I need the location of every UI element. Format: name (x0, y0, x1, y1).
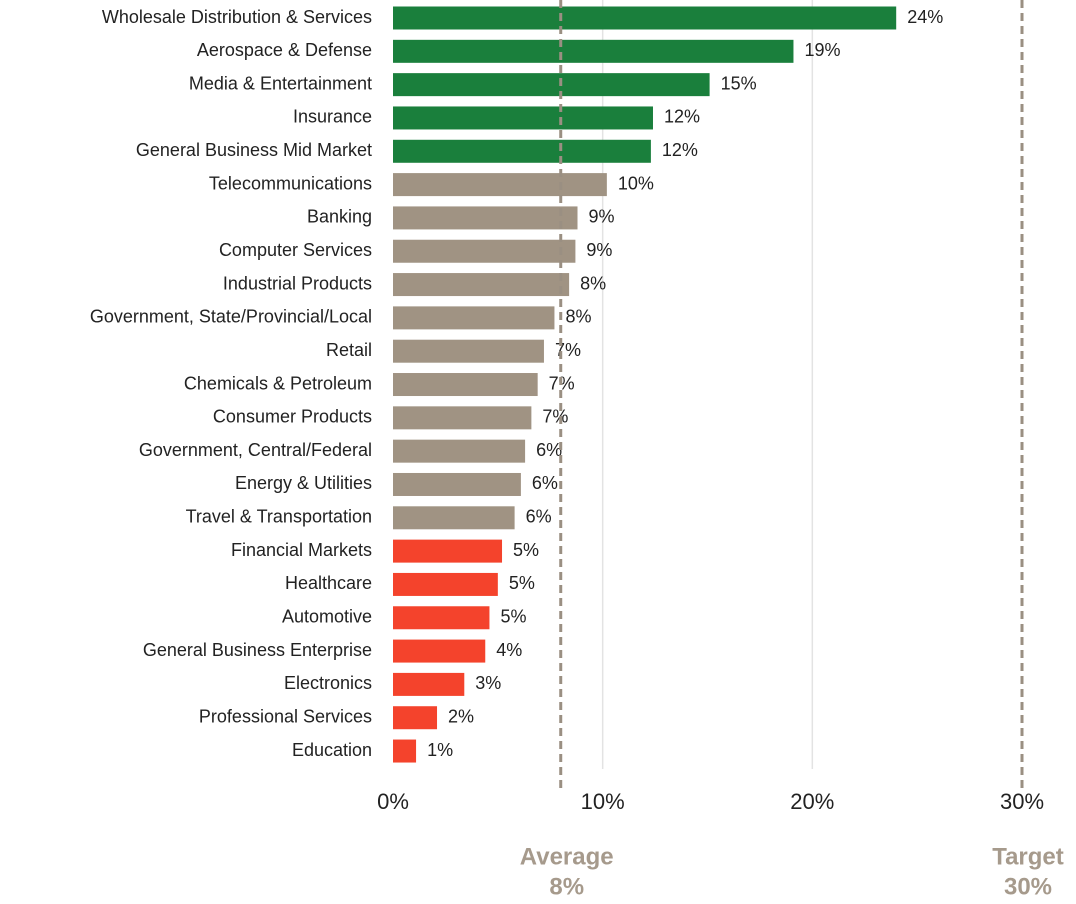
bar (393, 373, 538, 397)
category-label: General Business Enterprise (143, 640, 372, 660)
value-label: 12% (662, 140, 698, 160)
bar (393, 106, 653, 130)
value-label: 24% (907, 7, 943, 27)
category-label: Media & Entertainment (189, 73, 372, 93)
bar (393, 572, 498, 596)
category-label: Automotive (282, 607, 372, 627)
bar (393, 472, 521, 496)
x-tick-label: 0% (377, 789, 409, 814)
category-label: Aerospace & Defense (197, 40, 372, 60)
category-label: General Business Mid Market (136, 140, 372, 160)
bar (393, 6, 897, 30)
bar (393, 539, 503, 563)
bar (393, 339, 544, 363)
value-label: 6% (532, 473, 558, 493)
x-tick-label: 10% (581, 789, 625, 814)
x-tick-label: 30% (1000, 789, 1044, 814)
category-label: Retail (326, 340, 372, 360)
value-label: 6% (526, 507, 552, 527)
bar (393, 206, 578, 230)
bar (393, 173, 607, 197)
category-label: Government, State/Provincial/Local (90, 307, 372, 327)
value-label: 3% (475, 673, 501, 693)
category-label: Telecommunications (209, 173, 372, 193)
category-label: Industrial Products (223, 273, 372, 293)
category-label: Financial Markets (231, 540, 372, 560)
value-label: 4% (496, 640, 522, 660)
value-label: 8% (580, 273, 606, 293)
reference-label: Average (520, 843, 614, 870)
bar (393, 139, 651, 163)
category-label: Travel & Transportation (186, 507, 372, 527)
bar (393, 706, 438, 730)
bar (393, 739, 417, 763)
category-label: Consumer Products (213, 407, 372, 427)
category-label: Healthcare (285, 573, 372, 593)
value-label: 6% (536, 440, 562, 460)
bar (393, 39, 794, 63)
bar (393, 439, 526, 463)
bar (393, 639, 486, 663)
x-tick-label: 20% (790, 789, 834, 814)
value-label: 1% (427, 740, 453, 760)
category-label: Professional Services (199, 706, 372, 726)
value-label: 10% (618, 173, 654, 193)
bar (393, 506, 515, 530)
value-label: 12% (664, 107, 700, 127)
bar (393, 406, 532, 430)
bar (393, 306, 555, 330)
value-label: 5% (509, 573, 535, 593)
value-label: 19% (804, 40, 840, 60)
bar (393, 239, 576, 263)
bar (393, 672, 465, 696)
value-label: 15% (721, 73, 757, 93)
category-label: Chemicals & Petroleum (184, 373, 372, 393)
value-label: 2% (448, 706, 474, 726)
bar (393, 606, 490, 630)
reference-value: 30% (1004, 873, 1052, 900)
category-label: Education (292, 740, 372, 760)
value-label: 8% (565, 307, 591, 327)
value-label: 7% (542, 407, 568, 427)
category-label: Energy & Utilities (235, 473, 372, 493)
reference-label: Target (992, 843, 1064, 870)
value-label: 5% (513, 540, 539, 560)
reference-value: 8% (549, 873, 584, 900)
category-label: Computer Services (219, 240, 372, 260)
value-label: 9% (586, 240, 612, 260)
category-label: Electronics (284, 673, 372, 693)
bar (393, 273, 570, 297)
category-label: Banking (307, 207, 372, 227)
value-label: 7% (555, 340, 581, 360)
category-label: Government, Central/Federal (139, 440, 372, 460)
bar (393, 73, 710, 97)
category-label: Insurance (293, 107, 372, 127)
value-label: 5% (500, 607, 526, 627)
value-label: 9% (589, 207, 615, 227)
category-label: Wholesale Distribution & Services (102, 7, 372, 27)
